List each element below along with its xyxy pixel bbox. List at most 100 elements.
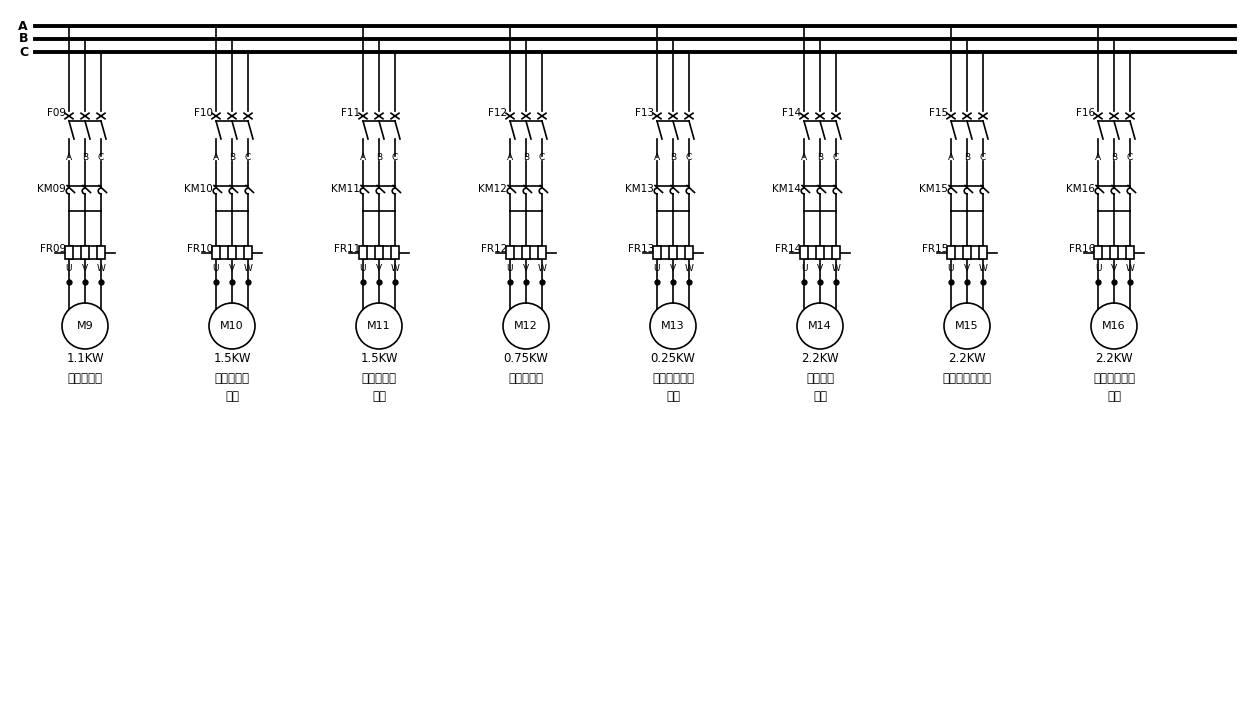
Bar [684,246,693,259]
Text: 粉料秤振动器: 粉料秤振动器 [652,372,694,385]
Bar [832,246,841,259]
Bar [374,246,383,259]
Text: 回路: 回路 [224,390,239,404]
Bar [1110,246,1118,259]
Text: KM13: KM13 [625,184,653,194]
Text: W: W [1126,264,1135,273]
Text: 收尘振动器回路: 收尘振动器回路 [942,372,992,385]
Bar [652,246,661,259]
Text: C: C [1127,153,1133,162]
Text: U: U [360,264,366,273]
Bar [1126,246,1135,259]
Text: U: U [947,264,955,273]
Text: 上水泵回路: 上水泵回路 [67,372,103,385]
Bar [506,246,515,259]
Text: C: C [19,46,29,58]
Text: FR15: FR15 [921,244,949,254]
Bar [64,246,73,259]
Text: 1.5KW: 1.5KW [213,353,250,365]
Text: C: C [98,153,104,162]
Text: A: A [1095,153,1101,162]
Bar [962,246,971,259]
Bar [212,246,221,259]
Text: V: V [1111,264,1117,273]
Text: V: V [376,264,382,273]
Text: U: U [213,264,219,273]
Text: C: C [392,153,398,162]
Text: F15: F15 [929,108,949,118]
Text: B: B [963,153,970,162]
Text: 2.2KW: 2.2KW [1095,353,1133,365]
Text: F16: F16 [1076,108,1095,118]
Text: M11: M11 [367,321,391,331]
Bar [800,246,808,259]
Text: M10: M10 [221,321,244,331]
Text: 0.75KW: 0.75KW [503,353,548,365]
Text: FR12: FR12 [481,244,507,254]
Text: B: B [229,153,236,162]
Bar [228,246,237,259]
Text: B: B [376,153,382,162]
Bar [81,246,89,259]
Bar [978,246,987,259]
Text: F11: F11 [341,108,360,118]
Text: V: V [82,264,88,273]
Text: FR13: FR13 [627,244,653,254]
Text: KM11: KM11 [331,184,360,194]
Text: U: U [653,264,660,273]
Text: 卸水增压泵: 卸水增压泵 [215,372,249,385]
Text: B: B [523,153,529,162]
Text: A: A [19,19,29,33]
Bar [97,246,105,259]
Text: C: C [833,153,839,162]
Text: KM12: KM12 [479,184,507,194]
Bar [391,246,399,259]
Text: M14: M14 [808,321,832,331]
Bar [1094,246,1102,259]
Text: KM09: KM09 [37,184,66,194]
Text: A: A [66,153,72,162]
Text: 螺冲仓振动器: 螺冲仓振动器 [1092,372,1135,385]
Text: W: W [978,264,987,273]
Text: F14: F14 [782,108,801,118]
Text: A: A [360,153,366,162]
Text: M16: M16 [1102,321,1126,331]
Text: A: A [801,153,807,162]
Text: 稀释水泵: 稀释水泵 [806,372,835,385]
Bar [538,246,547,259]
Text: KM14: KM14 [773,184,801,194]
Text: 回路: 回路 [1107,390,1121,404]
Text: FR10: FR10 [187,244,213,254]
Text: M15: M15 [955,321,978,331]
Text: C: C [539,153,546,162]
Text: KM10: KM10 [185,184,213,194]
Text: F09: F09 [47,108,66,118]
Text: U: U [507,264,513,273]
Text: 1.1KW: 1.1KW [66,353,104,365]
Text: M13: M13 [661,321,684,331]
Text: C: C [244,153,252,162]
Text: V: V [963,264,970,273]
Text: W: W [391,264,399,273]
Text: B: B [817,153,823,162]
Text: W: W [538,264,547,273]
Bar [947,246,955,259]
Text: 回路: 回路 [666,390,680,404]
Bar [816,246,825,259]
Text: 回路: 回路 [813,390,827,404]
Text: A: A [213,153,219,162]
Text: KM16: KM16 [1066,184,1095,194]
Text: 潜污泵回路: 潜污泵回路 [508,372,543,385]
Text: F13: F13 [635,108,653,118]
Text: V: V [670,264,676,273]
Text: B: B [670,153,676,162]
Text: FR11: FR11 [334,244,360,254]
Text: FR14: FR14 [775,244,801,254]
Text: B: B [82,153,88,162]
Text: F10: F10 [193,108,213,118]
Text: C: C [686,153,692,162]
Text: V: V [229,264,236,273]
Text: V: V [523,264,529,273]
Text: M9: M9 [77,321,93,331]
Text: F12: F12 [487,108,507,118]
